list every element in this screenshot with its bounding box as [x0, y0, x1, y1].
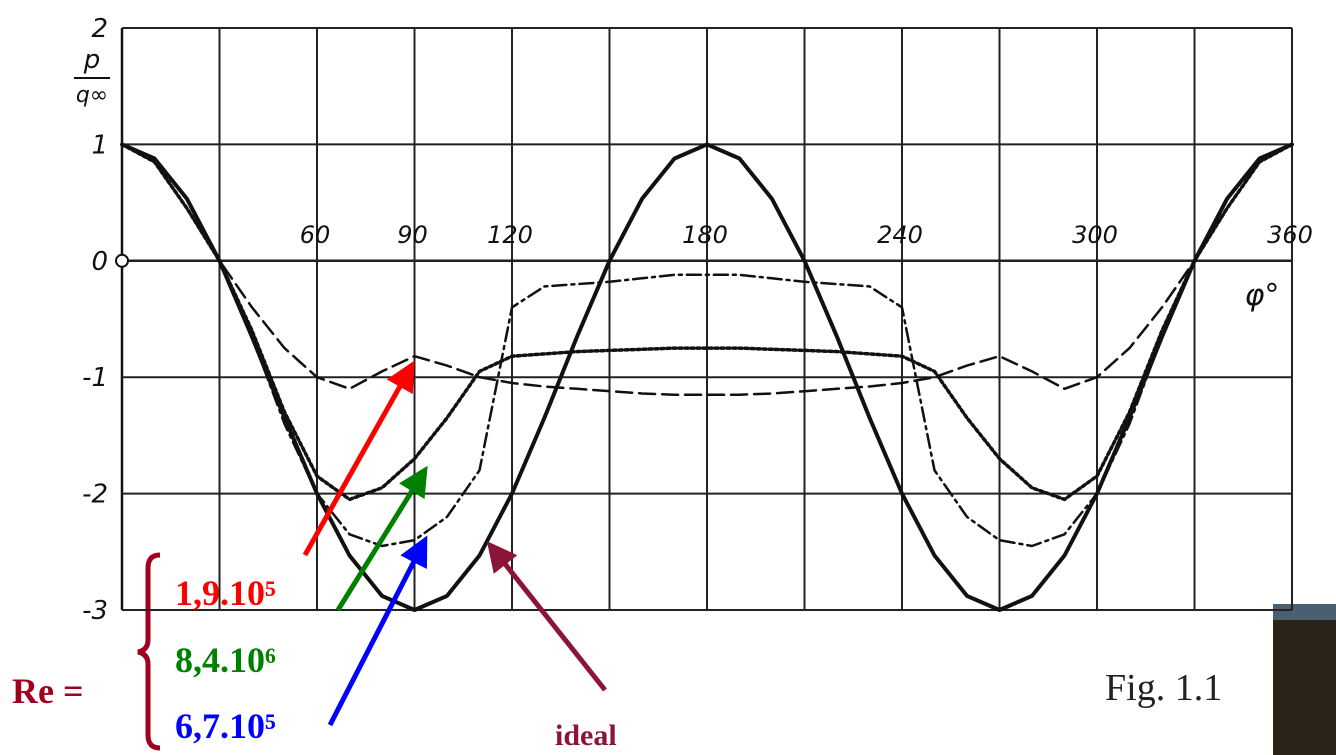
x-tick-label: 360: [1267, 221, 1313, 249]
thumbnail: [1273, 604, 1336, 755]
x-tick-label: 240: [877, 221, 923, 249]
legend-label: 6,7.10⁵: [175, 706, 276, 746]
y-tick-label: -1: [82, 363, 108, 393]
annotation: Fig. 1.1: [1105, 667, 1222, 709]
x-tick-label: 60: [300, 221, 331, 249]
y-tick-label: -2: [82, 480, 108, 510]
legend-arrow: [302, 360, 415, 557]
x-tick-label: 180: [682, 221, 728, 249]
legend-arrow: [486, 541, 607, 692]
series-line: [120, 142, 1294, 502]
x-tick-label: 300: [1072, 221, 1118, 249]
x-tick-label: 120: [487, 221, 533, 249]
bracket: [137, 552, 161, 751]
y-tick-label: 1: [91, 130, 108, 160]
thumbnail-bar: [1273, 604, 1336, 620]
legend-arrow: [327, 535, 428, 727]
y-tick-label: 2: [91, 14, 108, 44]
x-tick-label: 90: [397, 221, 428, 249]
legend-title: Re =: [12, 671, 84, 711]
legend-label: ideal: [555, 719, 617, 752]
legend-label: 8,4.10⁶: [175, 640, 276, 680]
y-tick-label: 0: [91, 247, 108, 277]
y-tick-label: -3: [82, 596, 108, 626]
series-line: [120, 142, 1294, 612]
legend-label: 1,9.10⁵: [175, 573, 276, 613]
series-line: [120, 143, 1294, 396]
y-label-numerator: p: [83, 45, 101, 75]
origin-marker: [115, 253, 129, 268]
x-label: φ°: [1245, 278, 1280, 313]
y-label-denominator: q∞: [76, 83, 108, 108]
legend-arrow: [335, 465, 428, 612]
